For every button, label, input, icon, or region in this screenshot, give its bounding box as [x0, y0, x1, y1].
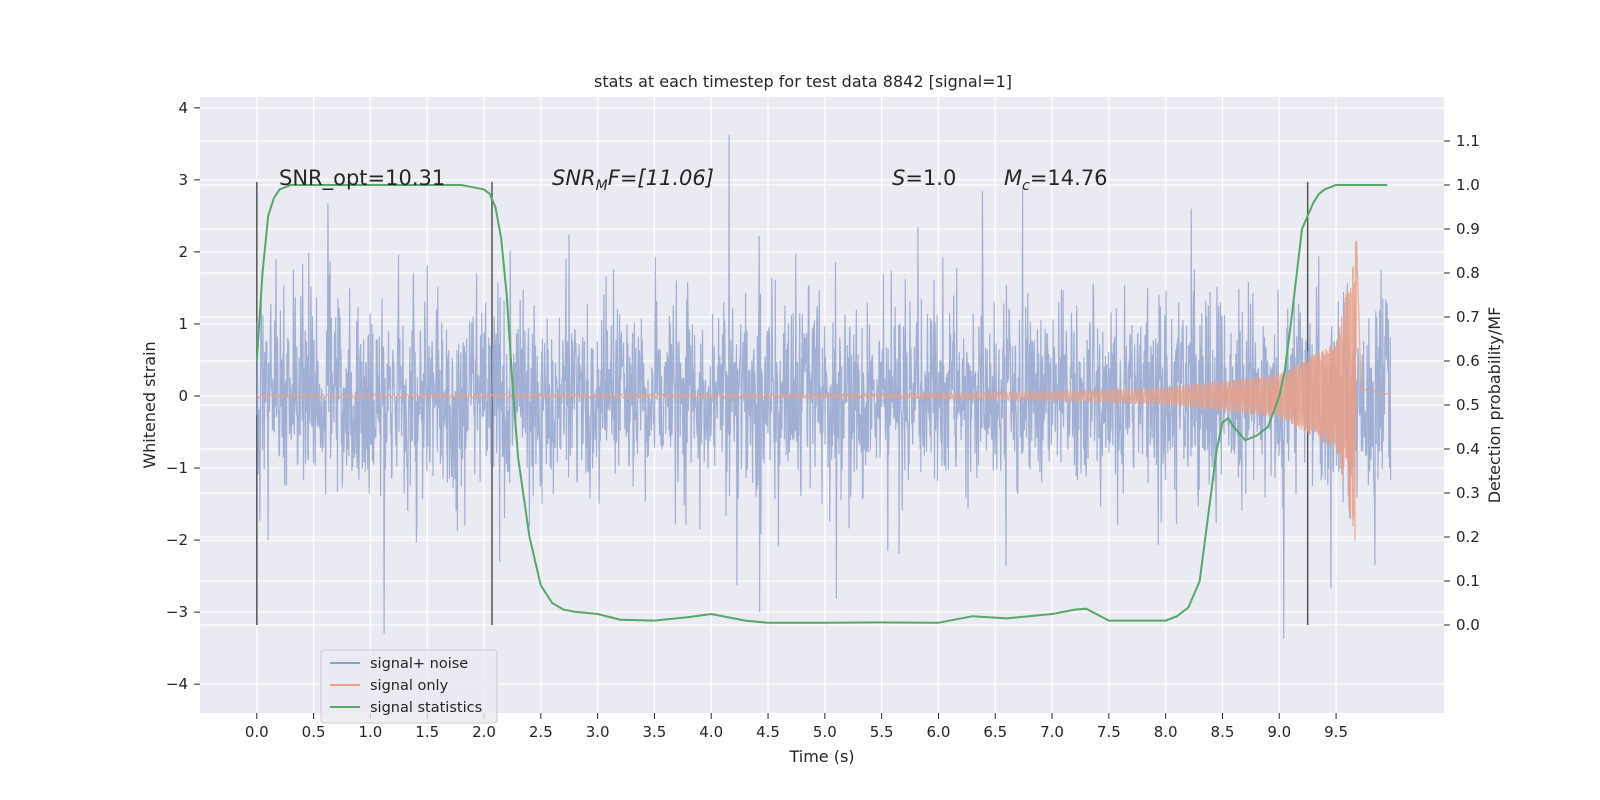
x-tick-label: 5.5	[870, 723, 894, 741]
y-tick-label-right: 1.1	[1456, 132, 1480, 150]
y-tick-label-right: 0.6	[1456, 352, 1480, 370]
x-tick-label: 0.0	[245, 723, 269, 741]
y-tick-label-right: 0.7	[1456, 308, 1480, 326]
annotation-s: S=1.0	[892, 166, 956, 190]
y-tick-label-left: 1	[178, 315, 188, 333]
x-tick-label: 4.0	[699, 723, 723, 741]
annotation-snr-opt: SNR_opt=10.31	[279, 166, 445, 191]
x-axis-label: Time (s)	[788, 747, 854, 766]
y-tick-label-right: 0.5	[1456, 396, 1480, 414]
y-axis-label-right: Detection probability/MF	[1485, 307, 1504, 504]
legend-label-signal-noise: signal+ noise	[370, 656, 468, 672]
y-axis-label-left: Whitened strain	[140, 341, 159, 468]
x-tick-label: 9.0	[1267, 723, 1291, 741]
x-tick-label: 2.0	[472, 723, 496, 741]
x-tick-label: 4.5	[756, 723, 780, 741]
series-signal-noise	[256, 135, 1392, 639]
x-tick-label: 2.5	[529, 723, 553, 741]
x-tick-label: 9.5	[1324, 723, 1348, 741]
legend-label-signal-only: signal only	[370, 678, 449, 694]
x-tick-label: 1.0	[358, 723, 382, 741]
legend-box	[320, 649, 498, 724]
x-tick-label: 7.5	[1097, 723, 1121, 741]
y-tick-label-right: 0.0	[1456, 616, 1480, 634]
y-tick-label-left: −1	[166, 459, 188, 477]
y-tick-label-left: 4	[178, 99, 188, 117]
x-tick-label: 1.5	[415, 723, 439, 741]
y-tick-label-right: 0.8	[1456, 264, 1480, 282]
y-tick-label-left: −4	[166, 675, 188, 693]
y-tick-label-left: 0	[178, 387, 188, 405]
y-tick-label-left: −3	[166, 603, 188, 621]
y-tick-label-right: 0.1	[1456, 572, 1480, 590]
x-tick-label: 5.0	[813, 723, 837, 741]
y-tick-label-left: 2	[178, 243, 188, 261]
y-tick-label-right: 0.9	[1456, 220, 1480, 238]
y-tick-label-right: 0.4	[1456, 440, 1480, 458]
y-tick-label-left: −2	[166, 531, 188, 549]
legend: signal+ noise signal only signal statist…	[320, 649, 498, 724]
chart-title: stats at each timestep for test data 884…	[594, 72, 1012, 91]
x-tick-label: 3.5	[642, 723, 666, 741]
x-tick-label: 6.0	[927, 723, 951, 741]
y-tick-label-right: 1.0	[1456, 176, 1480, 194]
series-signal-statistics	[255, 184, 1388, 624]
y-tick-label-left: 3	[178, 171, 188, 189]
x-tick-label: 7.0	[1040, 723, 1064, 741]
series-signal-only	[256, 240, 1391, 541]
x-ticks: 0.0 0.5 1.0 1.5 2.0 2.5 3.0 3.5 4.0 4.5 5.0 5.5 6.0 6…	[245, 713, 1348, 741]
annotation-snr-mf: SNRMF=[11.06]	[552, 166, 714, 194]
x-tick-label: 0.5	[302, 723, 326, 741]
y-ticks-right: 1.1 1.0 0.9 0.8 0.7 0.6 0.5 0.4 0.3 0.2 0.1 0.0	[1444, 132, 1480, 634]
x-tick-label: 8.0	[1154, 723, 1178, 741]
x-tick-label: 6.5	[983, 723, 1007, 741]
y-tick-label-right: 0.2	[1456, 528, 1480, 546]
x-tick-label: 8.5	[1211, 723, 1235, 741]
x-tick-label: 3.0	[586, 723, 610, 741]
y-ticks-left: 4 3 2 1 0 −1 −2 −3 −4	[166, 99, 200, 693]
legend-label-signal-statistics: signal statistics	[370, 700, 482, 716]
annotation-mc: Mc=14.76	[1004, 166, 1108, 194]
y-tick-label-right: 0.3	[1456, 484, 1480, 502]
